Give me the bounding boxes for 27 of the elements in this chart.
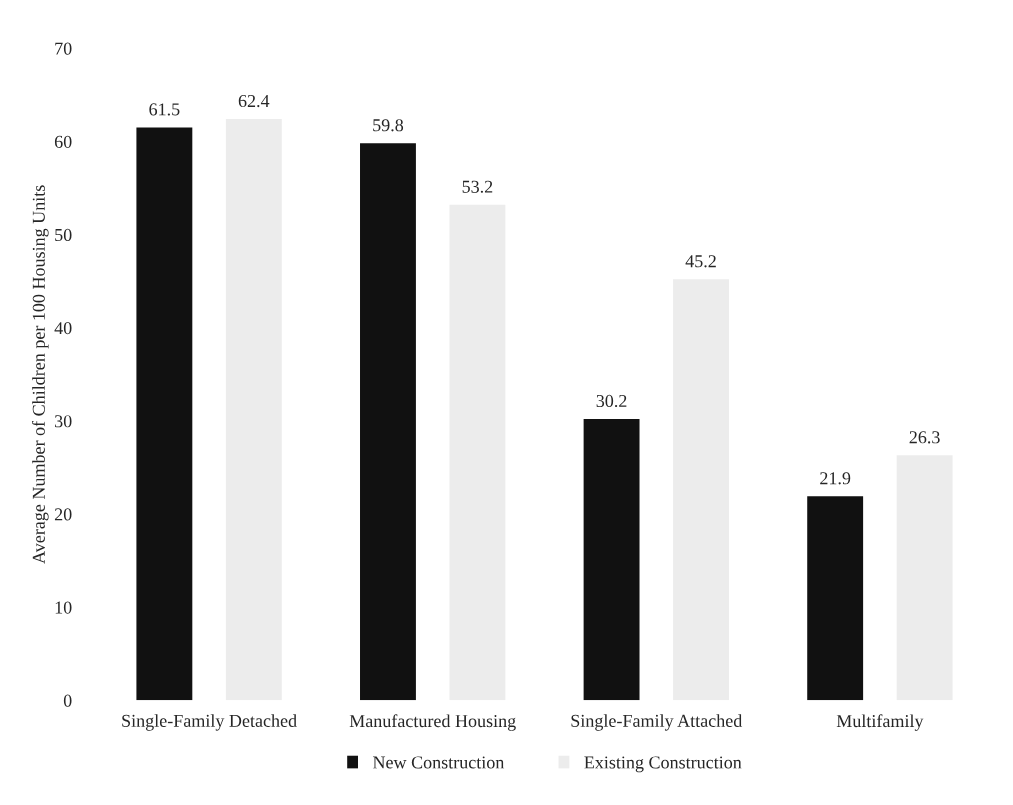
x-tick-label: Single-Family Attached bbox=[571, 714, 743, 731]
data-label: 21.9 bbox=[820, 472, 851, 485]
y-tick-label: 0 bbox=[63, 694, 72, 707]
y-tick-label: 20 bbox=[54, 508, 72, 521]
bar bbox=[807, 496, 864, 701]
legend-label: Existing Construction bbox=[584, 756, 742, 773]
data-label: 30.2 bbox=[596, 394, 627, 408]
x-tick-label: Single-Family Detached bbox=[122, 714, 297, 731]
legend-label: New Construction bbox=[372, 756, 505, 769]
data-label: 26.3 bbox=[909, 431, 940, 444]
y-tick-label: 60 bbox=[54, 135, 72, 148]
x-tick-label: Manufactured Housing bbox=[349, 714, 516, 731]
data-label: 61.5 bbox=[149, 103, 180, 116]
data-label: 45.2 bbox=[685, 255, 716, 268]
y-tick-label: 10 bbox=[55, 601, 72, 614]
y-tick-label: 70 bbox=[55, 42, 72, 55]
y-axis-title: Average Number of Children per 100 Housing Units bbox=[32, 185, 49, 564]
bar bbox=[583, 419, 640, 701]
data-label: 62.4 bbox=[238, 94, 270, 108]
y-tick-label: 40 bbox=[54, 322, 72, 335]
data-label: 53.2 bbox=[462, 180, 493, 193]
x-tick-label: Multifamily bbox=[836, 714, 924, 731]
y-tick-label: 50 bbox=[55, 228, 72, 242]
bar bbox=[136, 127, 193, 701]
y-tick-label: 30 bbox=[55, 415, 72, 428]
bar bbox=[360, 143, 416, 701]
data-label: 59.8 bbox=[373, 119, 404, 132]
